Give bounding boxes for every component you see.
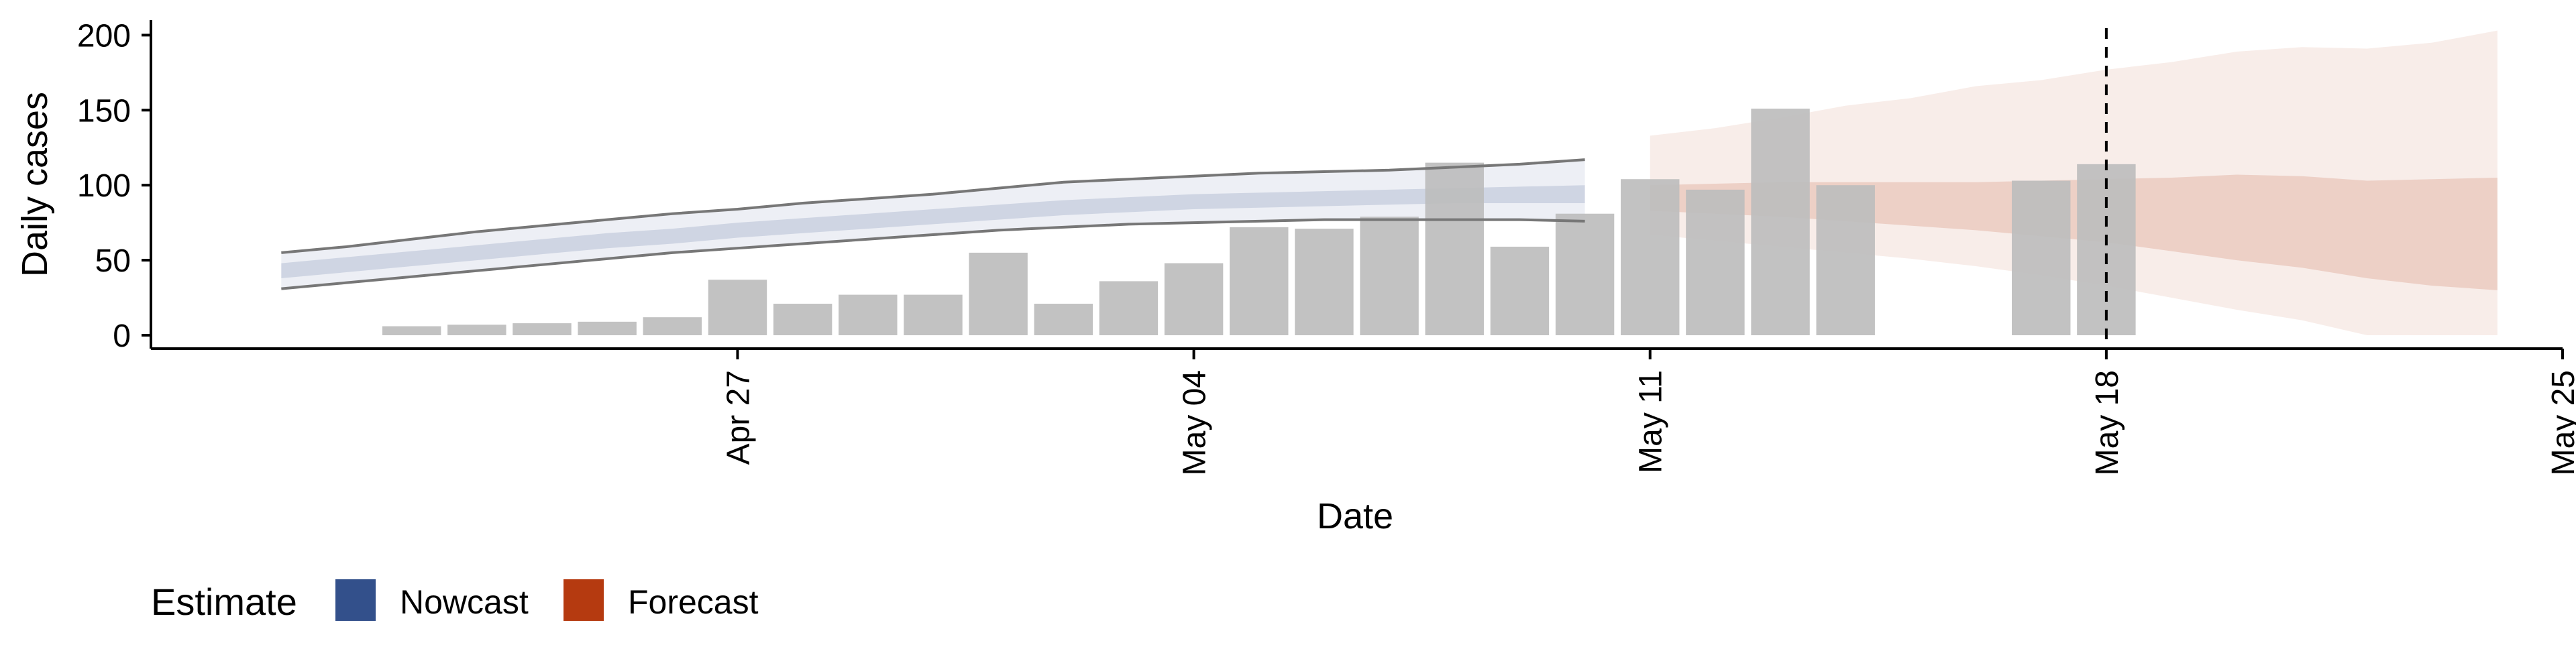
case-bar — [1816, 185, 1875, 335]
case-bar — [904, 294, 963, 335]
case-bar — [578, 321, 637, 335]
x-tick-label: May 11 — [1633, 370, 1669, 473]
nowcast-upper-line — [281, 158, 1585, 254]
forecast-ribbon-90 — [1650, 30, 2498, 336]
nowcast-outline — [281, 158, 1585, 290]
case-bar — [1490, 246, 1550, 335]
case-bar — [1555, 213, 1615, 335]
legend-label-nowcast: Nowcast — [400, 583, 529, 621]
case-bar — [1360, 217, 1419, 335]
y-tick-label: 200 — [77, 18, 131, 54]
observed-case-bars — [382, 109, 2136, 336]
case-bar — [839, 294, 898, 335]
case-bar — [513, 323, 572, 335]
nowcast-lower-line — [281, 218, 1585, 290]
legend-title: Estimate — [151, 581, 297, 623]
legend-swatch-nowcast — [335, 579, 376, 621]
x-tick-label: May 04 — [1177, 370, 1213, 475]
case-bar — [1686, 189, 1745, 335]
case-bar — [773, 304, 833, 335]
case-bar — [2077, 164, 2136, 335]
nowcast-ribbon-90 — [281, 160, 1585, 289]
case-bar — [643, 317, 702, 335]
x-tick-label: May 25 — [2546, 370, 2576, 475]
case-bar — [1034, 304, 1093, 335]
x-tick-label: Apr 27 — [720, 370, 756, 465]
case-bar — [1425, 162, 1484, 335]
y-tick-label: 150 — [77, 93, 131, 129]
legend: Estimate Nowcast Forecast — [151, 579, 759, 623]
x-tick-label: May 18 — [2090, 370, 2125, 475]
case-bar — [1751, 109, 1810, 336]
case-bar — [708, 280, 767, 335]
axes: 0 50 100 150 200 Apr 27 May 04 May 11 May 18 May … — [77, 18, 2576, 475]
y-tick-label: 50 — [95, 243, 131, 279]
case-bar — [1099, 281, 1159, 335]
y-axis-label: Daily cases — [15, 92, 55, 277]
y-tick-label: 0 — [113, 318, 131, 354]
legend-label-forecast: Forecast — [628, 583, 759, 621]
case-bar — [1621, 179, 1680, 335]
case-bar — [382, 326, 441, 335]
y-tick-label: 100 — [77, 168, 131, 204]
case-bar — [1230, 227, 1289, 335]
x-axis-label: Date — [1317, 496, 1393, 536]
case-bar — [1295, 229, 1354, 335]
case-bar — [1164, 263, 1224, 335]
case-bar — [447, 325, 506, 335]
legend-swatch-forecast — [564, 579, 604, 621]
case-bar — [969, 252, 1028, 335]
case-bar — [2011, 180, 2071, 335]
